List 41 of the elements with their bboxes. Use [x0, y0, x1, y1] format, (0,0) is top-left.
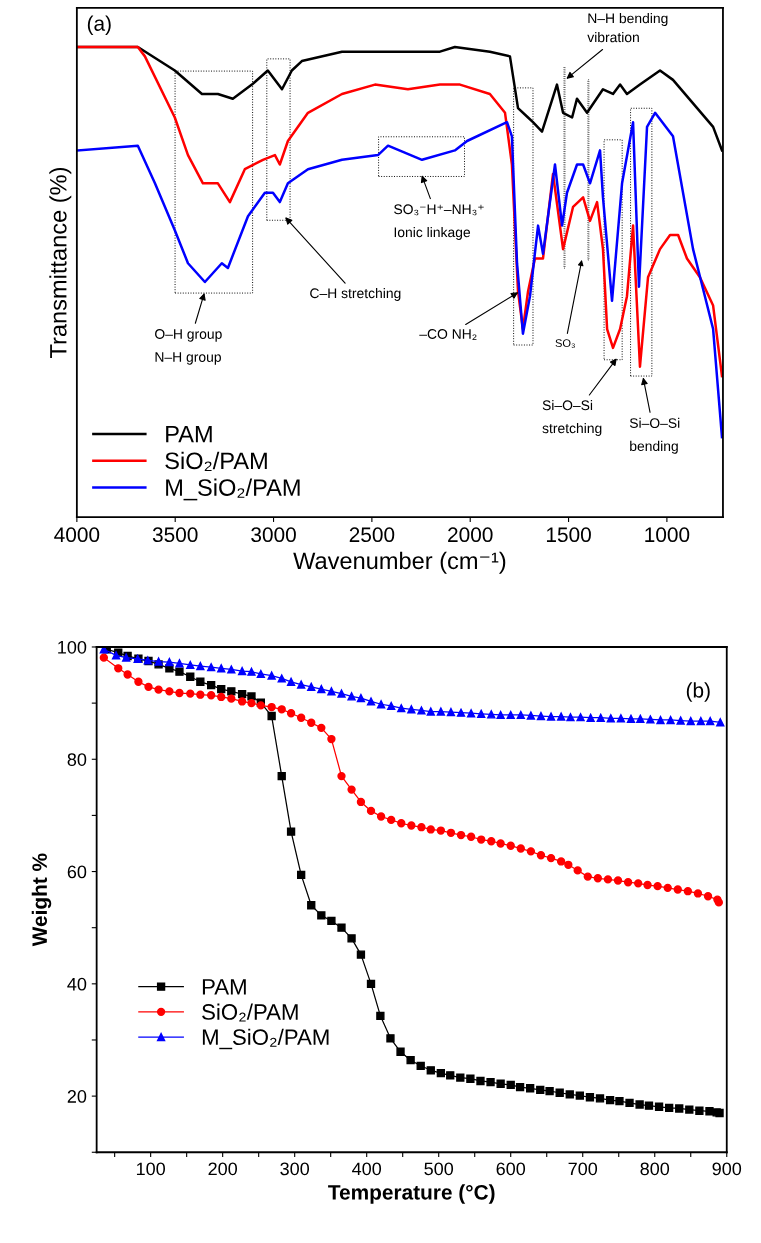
text: (a) [87, 15, 111, 35]
y-tick-label: 60 [67, 865, 87, 879]
legend-label: M_SiO₂/PAM [202, 1028, 329, 1050]
x-axis-title: Temperature (°C) [328, 1184, 495, 1204]
legend-label: PAM [166, 425, 212, 443]
y-axis-title: Weight % [31, 853, 52, 947]
x-tick-label: 4000 [54, 527, 100, 543]
legend-label: SiO₂/PAM [202, 1003, 298, 1022]
x-tick-label: 3500 [152, 527, 198, 543]
annotation: Si–O–Si bending [629, 417, 680, 454]
y-tick-label: 20 [67, 1090, 87, 1103]
x-tick-label: 700 [568, 1162, 598, 1176]
legend-label: M_SiO₂/PAM [166, 478, 300, 501]
x-tick-label: 3000 [251, 527, 296, 543]
x-tick-label: 1500 [546, 527, 591, 543]
text: N–H bending vibration [587, 13, 668, 43]
y-axis-title: Transmittance (%) [49, 167, 72, 358]
annotation: (b) [686, 682, 710, 702]
x-tick-label: 800 [640, 1162, 670, 1176]
x-tick-label: 2000 [448, 527, 493, 543]
x-tick-label: 100 [136, 1162, 166, 1176]
x-tick-label: 200 [208, 1162, 238, 1176]
x-tick-label: 400 [352, 1162, 382, 1176]
x-tick-label: 1000 [645, 527, 690, 543]
y-tick-label: 80 [67, 753, 87, 766]
y-tick-label: 100 [58, 640, 87, 654]
annotation: O–H group N–H group [155, 329, 222, 365]
annotation: –CO NH₂ [419, 329, 477, 340]
y-tick-label: 40 [67, 977, 87, 991]
annotation: Si–O–Si stretching [542, 399, 602, 436]
annotation: C–H stretching [310, 287, 401, 301]
annotation: SO₃ [555, 339, 575, 348]
x-tick-label: 2500 [349, 527, 395, 543]
legend-label: PAM [202, 979, 246, 995]
legend-label: SiO₂/PAM [165, 451, 267, 471]
x-tick-label: 500 [424, 1162, 454, 1176]
x-tick-label: 600 [496, 1162, 526, 1176]
x-axis-title: Wavenumber (cm⁻¹) [293, 551, 506, 574]
annotation: SO₃⁻H⁺–NH₃⁺ Ionic linkage [394, 204, 484, 240]
x-tick-label: 900 [712, 1162, 742, 1176]
x-tick-label: 300 [280, 1162, 310, 1176]
